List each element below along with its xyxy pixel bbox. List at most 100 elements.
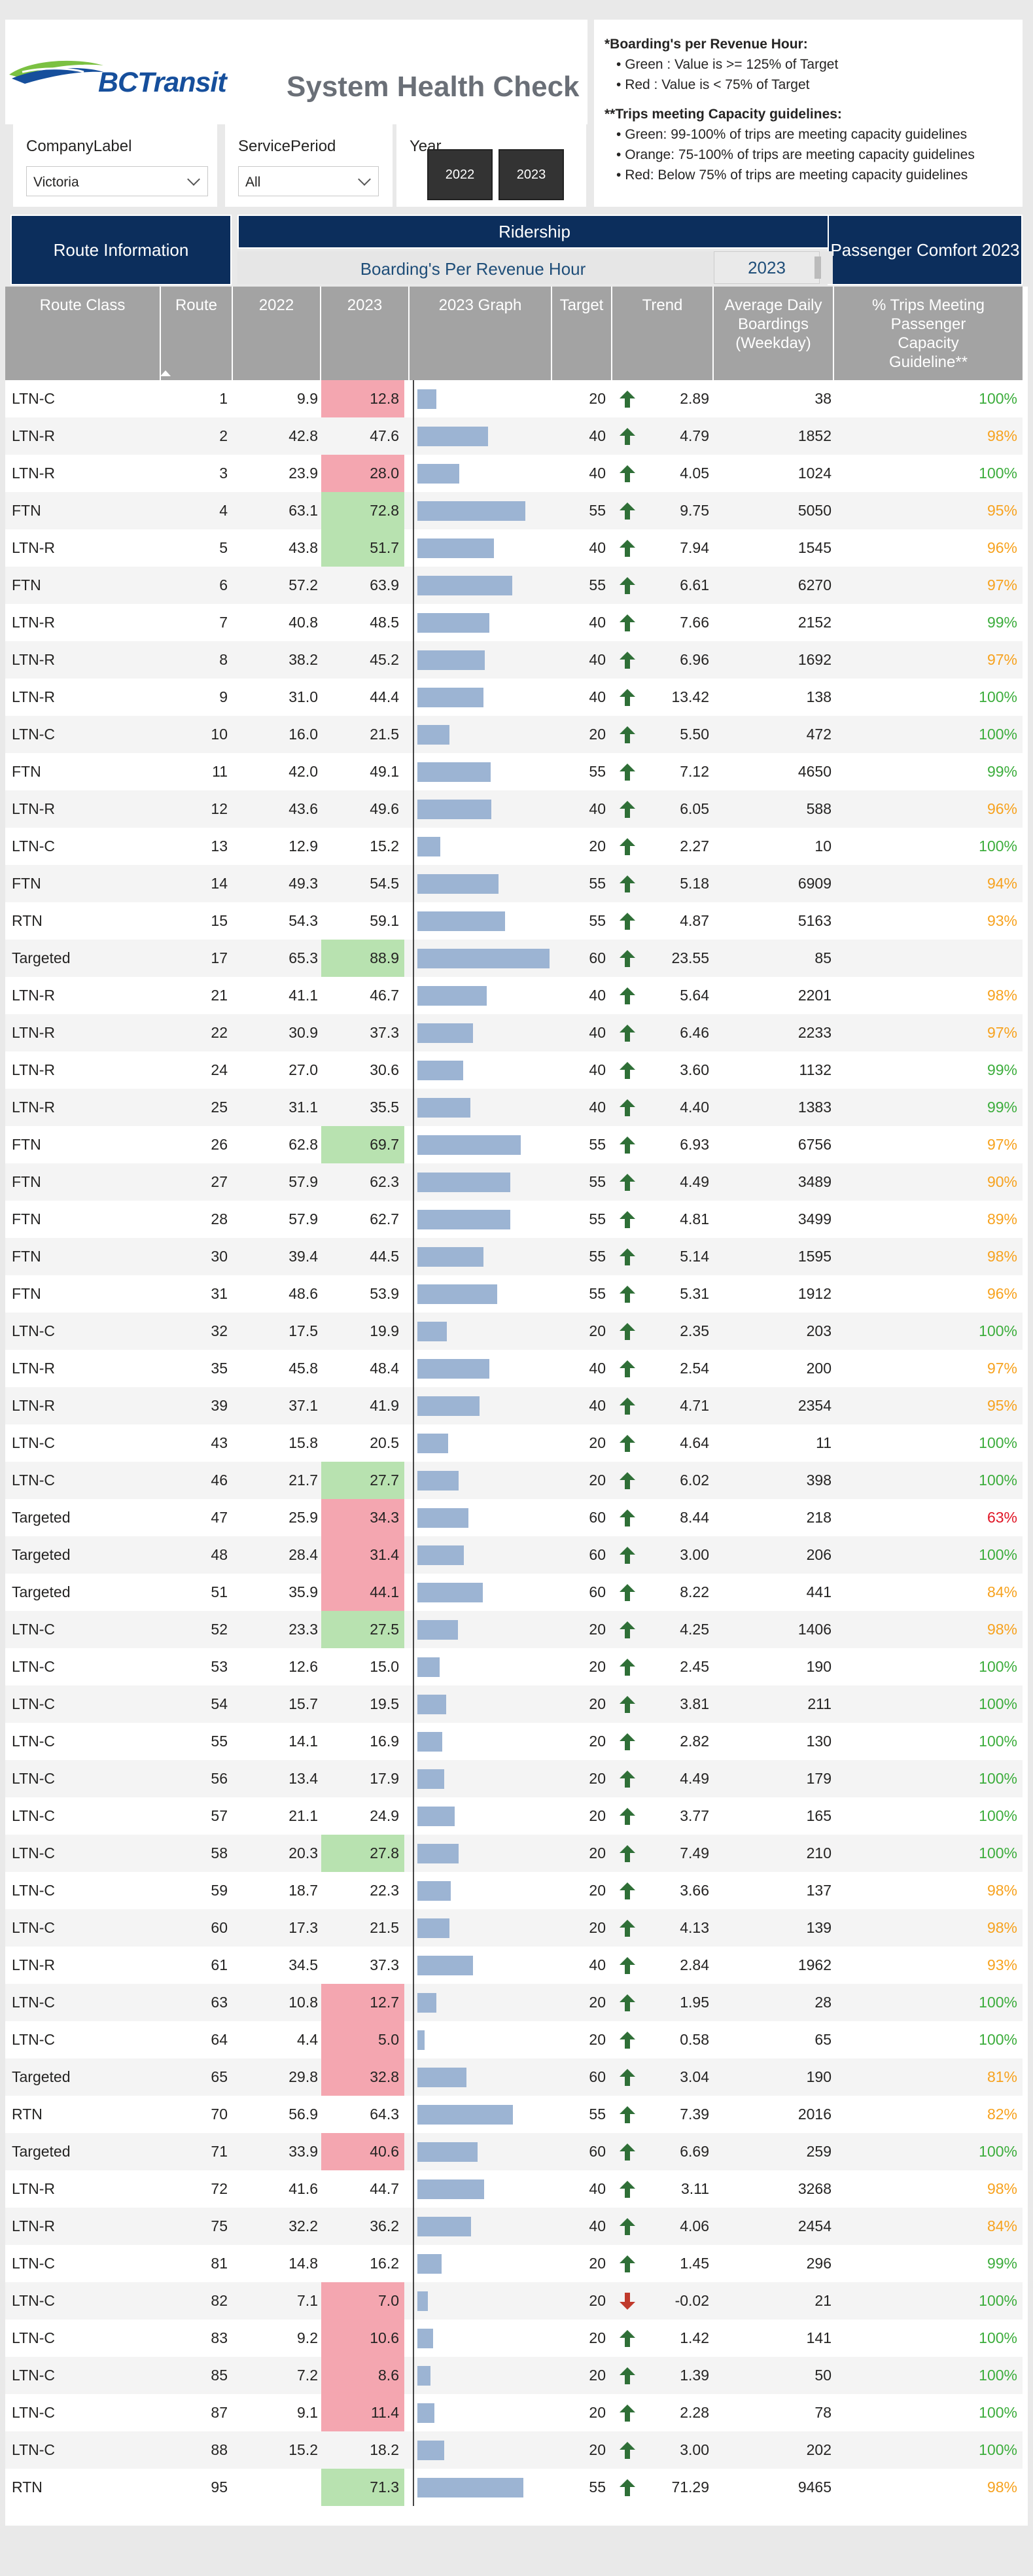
- table-row[interactable]: LTN-C 55 14.1 16.9 20 2.82 130 100%: [5, 1723, 1023, 1760]
- table-row[interactable]: Targeted 51 35.9 44.1 60 8.22 441 84%: [5, 1574, 1023, 1611]
- company-dropdown[interactable]: Victoria: [26, 166, 208, 196]
- year-2023-button[interactable]: 2023: [499, 149, 564, 200]
- bprh-2023-cell: 37.3: [370, 1024, 399, 1041]
- bprh-2023-cell: 34.3: [321, 1499, 404, 1536]
- bprh-2022-cell: 16.0: [289, 726, 318, 743]
- target-cell: 20: [589, 2292, 606, 2309]
- bprh-2023-bar: [417, 1434, 448, 1453]
- table-row[interactable]: LTN-R 61 34.5 37.3 40 2.84 1962 93%: [5, 1947, 1023, 1984]
- table-row[interactable]: LTN-C 87 9.1 11.4 20 2.28 78 100%: [5, 2394, 1023, 2431]
- bprh-2022-cell: 62.8: [289, 1136, 318, 1153]
- table-row[interactable]: LTN-C 56 13.4 17.9 20 4.49 179 100%: [5, 1760, 1023, 1797]
- table-row[interactable]: FTN 6 57.2 63.9 55 6.61 6270 97%: [5, 567, 1023, 604]
- table-row[interactable]: FTN 4 63.1 72.8 55 9.75 5050 95%: [5, 492, 1023, 529]
- col-2022[interactable]: 2022: [233, 287, 321, 380]
- table-row[interactable]: LTN-R 39 37.1 41.9 40 4.71 2354 95%: [5, 1387, 1023, 1424]
- table-row[interactable]: LTN-C 64 4.4 5.0 20 0.58 65 100%: [5, 2021, 1023, 2058]
- table-row[interactable]: FTN 27 57.9 62.3 55 4.49 3489 90%: [5, 1163, 1023, 1201]
- table-row[interactable]: LTN-C 54 15.7 19.5 20 3.81 211 100%: [5, 1685, 1023, 1723]
- route-class-cell: LTN-C: [12, 1844, 56, 1861]
- table-row[interactable]: RTN 95 71.3 55 71.29 9465 98%: [5, 2469, 1023, 2506]
- table-row[interactable]: LTN-R 9 31.0 44.4 40 13.42 138 100%: [5, 679, 1023, 716]
- table-row[interactable]: LTN-C 83 9.2 10.6 20 1.42 141 100%: [5, 2320, 1023, 2357]
- table-row[interactable]: LTN-C 1 9.9 12.8 20 2.89 38 100%: [5, 380, 1023, 417]
- ridership-button[interactable]: Ridership: [237, 215, 832, 249]
- col-route[interactable]: Route: [161, 287, 233, 380]
- table-row[interactable]: Targeted 47 25.9 34.3 60 8.44 218 63%: [5, 1499, 1023, 1536]
- col-target[interactable]: Target: [552, 287, 612, 380]
- table-row[interactable]: Targeted 17 65.3 88.9 60 23.55 85: [5, 940, 1023, 977]
- table-row[interactable]: LTN-C 82 7.1 7.0 20 -0.02 21 100%: [5, 2282, 1023, 2320]
- table-row[interactable]: LTN-C 81 14.8 16.2 20 1.45 296 99%: [5, 2245, 1023, 2282]
- table-row[interactable]: LTN-C 32 17.5 19.9 20 2.35 203 100%: [5, 1313, 1023, 1350]
- table-row[interactable]: LTN-C 88 15.2 18.2 20 3.00 202 100%: [5, 2431, 1023, 2469]
- col-2023[interactable]: 2023: [321, 287, 410, 380]
- route-information-button[interactable]: Route Information: [10, 215, 232, 285]
- table-row[interactable]: LTN-R 35 45.8 48.4 40 2.54 200 97%: [5, 1350, 1023, 1387]
- col-trend[interactable]: Trend: [612, 287, 714, 380]
- table-row[interactable]: LTN-C 13 12.9 15.2 20 2.27 10 100%: [5, 828, 1023, 865]
- table-row[interactable]: LTN-C 52 23.3 27.5 20 4.25 1406 98%: [5, 1611, 1023, 1648]
- table-row[interactable]: LTN-C 63 10.8 12.7 20 1.95 28 100%: [5, 1984, 1023, 2021]
- trend-value-cell: 1.95: [680, 1994, 709, 2011]
- pct-trips-capacity-cell: 100%: [979, 1472, 1017, 1489]
- route-number-cell: 32: [211, 1322, 228, 1339]
- trend-arrow-cell: [616, 1424, 642, 1462]
- col-avg-daily-boardings[interactable]: Average Daily Boardings (Weekday): [714, 287, 834, 380]
- table-row[interactable]: LTN-R 72 41.6 44.7 40 3.11 3268 98%: [5, 2170, 1023, 2208]
- trend-value-cell: 4.79: [680, 427, 709, 444]
- bprh-year-selector[interactable]: 2023: [714, 251, 820, 284]
- col-2023-graph[interactable]: 2023 Graph: [410, 287, 552, 380]
- table-row[interactable]: LTN-C 43 15.8 20.5 20 4.64 11 100%: [5, 1424, 1023, 1462]
- table-row[interactable]: LTN-C 46 21.7 27.7 20 6.02 398 100%: [5, 1462, 1023, 1499]
- col-route-class[interactable]: Route Class: [5, 287, 161, 380]
- table-row[interactable]: LTN-R 24 27.0 30.6 40 3.60 1132 99%: [5, 1051, 1023, 1089]
- table-row[interactable]: LTN-R 75 32.2 36.2 40 4.06 2454 84%: [5, 2208, 1023, 2245]
- table-row[interactable]: RTN 70 56.9 64.3 55 7.39 2016 82%: [5, 2096, 1023, 2133]
- table-row[interactable]: LTN-R 2 42.8 47.6 40 4.79 1852 98%: [5, 417, 1023, 455]
- table-row[interactable]: Targeted 65 29.8 32.8 60 3.04 190 81%: [5, 2058, 1023, 2096]
- table-row[interactable]: FTN 11 42.0 49.1 55 7.12 4650 99%: [5, 753, 1023, 790]
- pct-trips-capacity-cell: 97%: [987, 576, 1017, 593]
- table-row[interactable]: FTN 26 62.8 69.7 55 6.93 6756 97%: [5, 1126, 1023, 1163]
- table-row[interactable]: LTN-C 60 17.3 21.5 20 4.13 139 98%: [5, 1909, 1023, 1947]
- table-row[interactable]: LTN-C 58 20.3 27.8 20 7.49 210 100%: [5, 1835, 1023, 1872]
- graph-cell: [410, 2096, 547, 2133]
- table-row[interactable]: Targeted 48 28.4 31.4 60 3.00 206 100%: [5, 1536, 1023, 1574]
- trend-arrow-cell: [616, 2245, 642, 2282]
- passenger-comfort-button[interactable]: Passenger Comfort 2023: [828, 215, 1023, 285]
- table-row[interactable]: LTN-R 7 40.8 48.5 40 7.66 2152 99%: [5, 604, 1023, 641]
- service-period-dropdown[interactable]: All: [238, 166, 379, 196]
- table-row[interactable]: LTN-R 8 38.2 45.2 40 6.96 1692 97%: [5, 641, 1023, 679]
- table-row[interactable]: LTN-R 21 41.1 46.7 40 5.64 2201 98%: [5, 977, 1023, 1014]
- table-row[interactable]: LTN-R 3 23.9 28.0 40 4.05 1024 100%: [5, 455, 1023, 492]
- year-2022-button[interactable]: 2022: [427, 149, 493, 200]
- col-pct-trips-capacity[interactable]: % Trips Meeting Passenger Capacity Guide…: [871, 296, 985, 371]
- avg-daily-boardings-cell: 1132: [799, 1061, 832, 1078]
- table-row[interactable]: LTN-C 10 16.0 21.5 20 5.50 472 100%: [5, 716, 1023, 753]
- route-class-cell: LTN-R: [12, 427, 56, 444]
- table-row[interactable]: Targeted 71 33.9 40.6 60 6.69 259 100%: [5, 2133, 1023, 2170]
- table-row[interactable]: FTN 31 48.6 53.9 55 5.31 1912 96%: [5, 1275, 1023, 1313]
- table-row[interactable]: FTN 14 49.3 54.5 55 5.18 6909 94%: [5, 865, 1023, 902]
- avg-daily-boardings-cell: 1383: [797, 1099, 832, 1116]
- table-row[interactable]: LTN-C 53 12.6 15.0 20 2.45 190 100%: [5, 1648, 1023, 1685]
- table-row[interactable]: LTN-C 59 18.7 22.3 20 3.66 137 98%: [5, 1872, 1023, 1909]
- graph-cell: [410, 1462, 547, 1499]
- route-class-cell: LTN-R: [12, 651, 56, 668]
- table-row[interactable]: LTN-R 5 43.8 51.7 40 7.94 1545 96%: [5, 529, 1023, 567]
- avg-daily-boardings-cell: 2233: [797, 1024, 832, 1041]
- route-number-cell: 53: [211, 1658, 228, 1675]
- bprh-2022-cell: 41.1: [289, 987, 318, 1004]
- table-row[interactable]: LTN-C 85 7.2 8.6 20 1.39 50 100%: [5, 2357, 1023, 2394]
- table-row[interactable]: RTN 15 54.3 59.1 55 4.87 5163 93%: [5, 902, 1023, 940]
- bprh-2022-cell: 32.2: [289, 2217, 318, 2234]
- trend-value-cell: 4.81: [680, 1210, 709, 1227]
- table-row[interactable]: LTN-R 12 43.6 49.6 40 6.05 588 96%: [5, 790, 1023, 828]
- table-row[interactable]: FTN 30 39.4 44.5 55 5.14 1595 98%: [5, 1238, 1023, 1275]
- table-row[interactable]: LTN-R 25 31.1 35.5 40 4.40 1383 99%: [5, 1089, 1023, 1126]
- year-scrollbar[interactable]: [814, 256, 821, 279]
- table-row[interactable]: LTN-R 22 30.9 37.3 40 6.46 2233 97%: [5, 1014, 1023, 1051]
- table-row[interactable]: FTN 28 57.9 62.7 55 4.81 3499 89%: [5, 1201, 1023, 1238]
- table-row[interactable]: LTN-C 57 21.1 24.9 20 3.77 165 100%: [5, 1797, 1023, 1835]
